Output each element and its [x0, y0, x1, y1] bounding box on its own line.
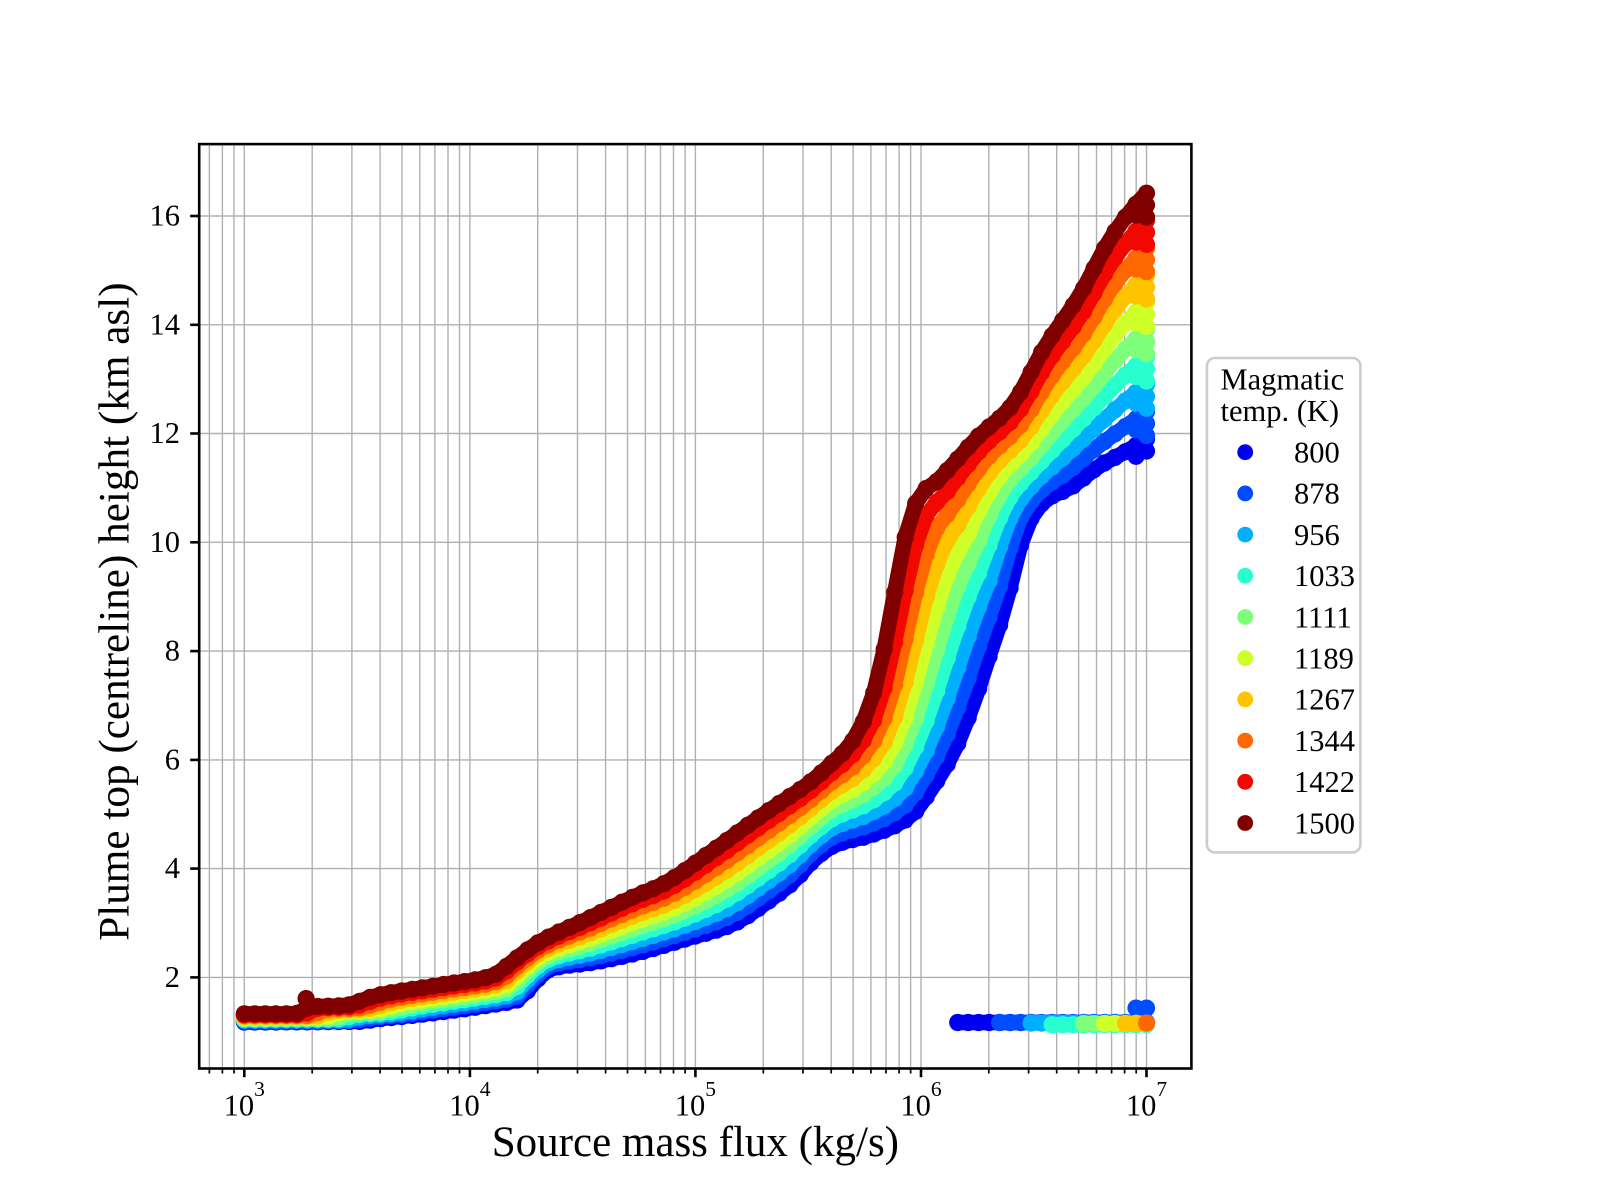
svg-text:Plume top (centreline) height: Plume top (centreline) height (km asl)	[92, 282, 139, 940]
svg-text:1267: 1267	[1294, 683, 1355, 717]
svg-text:16: 16	[150, 199, 181, 233]
svg-text:10: 10	[150, 525, 181, 559]
svg-text:1422: 1422	[1294, 765, 1355, 799]
svg-text:temp. (K): temp. (K)	[1221, 394, 1340, 428]
svg-text:6: 6	[165, 743, 180, 777]
svg-text:4: 4	[165, 851, 180, 885]
svg-text:14: 14	[150, 307, 181, 341]
svg-text:878: 878	[1294, 477, 1340, 511]
svg-text:Magmatic: Magmatic	[1221, 362, 1345, 396]
svg-text:800: 800	[1294, 436, 1340, 470]
svg-text:1189: 1189	[1294, 642, 1354, 676]
svg-text:2: 2	[165, 960, 180, 994]
svg-text:1500: 1500	[1294, 806, 1355, 840]
svg-text:956: 956	[1294, 518, 1340, 552]
svg-text:12: 12	[150, 416, 181, 450]
svg-text:1033: 1033	[1294, 559, 1355, 593]
svg-text:Source mass flux (kg/s): Source mass flux (kg/s)	[492, 1119, 899, 1166]
svg-text:8: 8	[165, 634, 180, 668]
svg-text:1111: 1111	[1294, 600, 1352, 634]
svg-text:1344: 1344	[1294, 724, 1355, 758]
